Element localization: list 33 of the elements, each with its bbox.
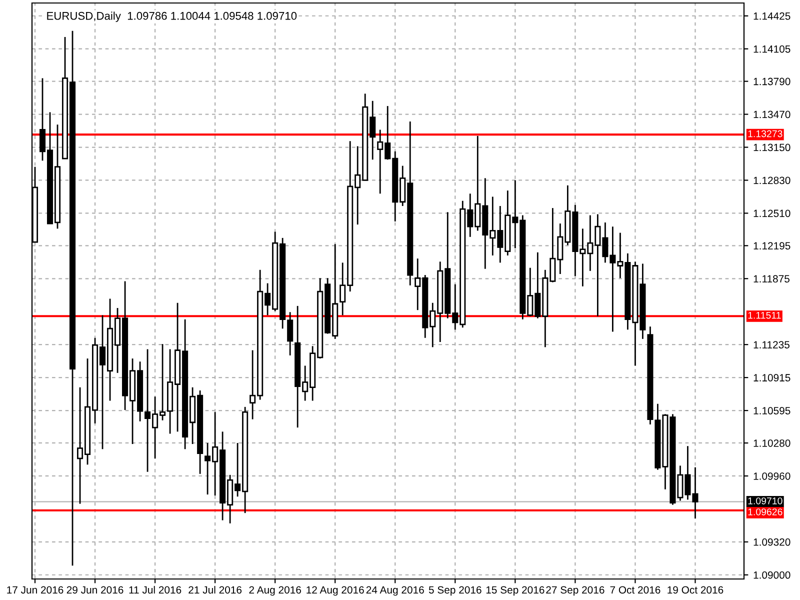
- y-tick-label: 1.10280: [754, 439, 790, 447]
- y-tick-label: 1.09960: [754, 472, 790, 480]
- x-tick-label: 17 Jun 2016: [7, 586, 64, 594]
- y-tick-label: 1.13470: [754, 110, 790, 118]
- y-tick-label: 1.12195: [754, 242, 790, 250]
- ref-line-label: 1.09626: [748, 508, 782, 516]
- x-tick-label: 29 Jun 2016: [66, 586, 124, 594]
- x-tick-label: 15 Sep 2016: [486, 586, 544, 596]
- x-tick-label: 5 Sep 2016: [428, 586, 482, 596]
- text: EURUSD,Daily 1.09786 1.10044 1.09548 1.09710: [47, 12, 297, 22]
- y-tick-label: 1.09320: [754, 538, 790, 546]
- x-tick-label: 12 Aug 2016: [306, 586, 364, 596]
- y-tick-label: 1.12830: [754, 176, 790, 184]
- y-tick-label: 1.13790: [754, 78, 790, 86]
- y-tick-label: 1.10915: [754, 374, 790, 382]
- y-tick-label: 1.12510: [754, 210, 790, 218]
- ref-line-label: 1.09710: [748, 497, 782, 504]
- x-tick-label: 24 Aug 2016: [366, 586, 424, 596]
- x-tick-label: 7 Oct 2016: [610, 586, 660, 594]
- y-tick-label: 1.14105: [754, 45, 790, 53]
- x-tick-label: 27 Sep 2016: [546, 586, 604, 596]
- x-tick-label: 21 Jul 2016: [188, 586, 242, 594]
- ref-line-label: 1.13273: [748, 130, 782, 138]
- x-tick-label: 11 Jul 2016: [129, 586, 182, 594]
- x-tick-label: 19 Oct 2016: [668, 586, 724, 594]
- x-tick-label: 2 Aug 2016: [249, 586, 301, 596]
- y-tick-label: 1.11235: [754, 341, 790, 348]
- y-tick-label: 1.11875: [754, 275, 790, 283]
- y-tick-label: 1.13150: [754, 144, 790, 152]
- ref-line-label: 1.11511: [748, 312, 781, 319]
- y-tick-label: 1.10595: [754, 407, 790, 414]
- y-tick-label: 1.14425: [754, 12, 790, 20]
- y-tick-label: 1.09000: [754, 571, 790, 579]
